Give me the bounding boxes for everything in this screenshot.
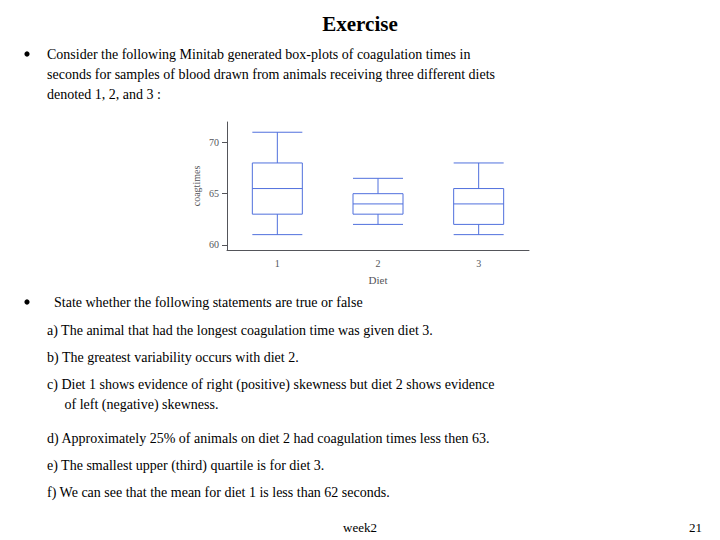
svg-text:70: 70 — [209, 137, 219, 148]
svg-text:State whether the following st: State whether the following statements a… — [47, 295, 363, 310]
svg-text:d) Approximately 25% of animal: d) Approximately 25% of animals on diet … — [47, 431, 489, 447]
svg-text:2: 2 — [376, 258, 381, 269]
svg-text:65: 65 — [209, 188, 219, 199]
svg-text:f) We can see that the mean fo: f) We can see that the mean for diet 1 i… — [47, 485, 390, 501]
svg-text:denoted 1, 2, and 3 :: denoted 1, 2, and 3 : — [47, 87, 161, 102]
svg-text:b) The greatest variability oc: b) The greatest variability occurs with … — [47, 350, 299, 366]
svg-text:Diet: Diet — [369, 274, 388, 286]
svg-text:week2: week2 — [343, 520, 377, 535]
svg-text:1: 1 — [275, 258, 280, 269]
svg-text:a) The animal that had the lon: a) The animal that had the longest coagu… — [47, 323, 433, 339]
svg-text:of left (negative) skewness.: of left (negative) skewness. — [47, 397, 218, 413]
svg-text:e) The smallest upper (third): e) The smallest upper (third) quartile i… — [47, 458, 324, 474]
svg-text:Consider the following Minitab: Consider the following Minitab generated… — [47, 47, 470, 62]
svg-text:60: 60 — [209, 239, 219, 250]
svg-text:3: 3 — [476, 258, 481, 269]
svg-text:Exercise: Exercise — [322, 12, 397, 36]
svg-text:c) Diet 1 shows evidence of ri: c) Diet 1 shows evidence of right (posit… — [47, 377, 495, 393]
svg-text:seconds for samples of blood d: seconds for samples of blood drawn from … — [47, 67, 495, 82]
svg-text:21: 21 — [689, 520, 702, 535]
svg-text:coagtimes: coagtimes — [191, 166, 202, 207]
